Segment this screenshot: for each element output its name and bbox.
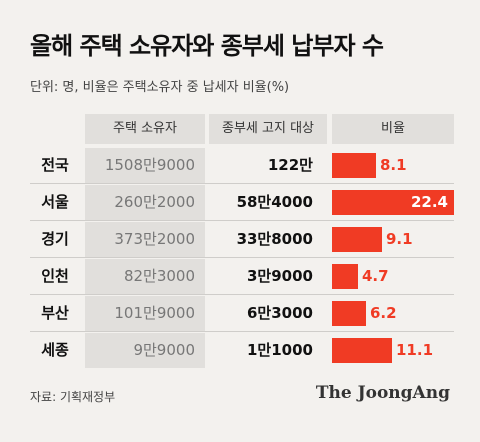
table-row: 인천 82만3000 3만9000 4.7	[30, 259, 454, 294]
ratio-cell: 22.4	[332, 185, 454, 220]
region-label: 서울	[41, 193, 69, 211]
ratio-value-label: 9.1	[386, 230, 413, 248]
taxpayers-cell: 58만4000	[236, 193, 313, 211]
owners-cell: 101만9000	[85, 296, 205, 331]
table-row: 경기 373만2000 33만8000 9.1	[30, 222, 454, 257]
ratio-value-label: 11.1	[396, 341, 434, 359]
ratio-value-label: 6.2	[370, 304, 397, 322]
owners-cell: 373만2000	[85, 222, 205, 257]
ratio-cell: 6.2	[332, 296, 454, 331]
ratio-bar	[332, 264, 358, 289]
ratio-bar	[332, 227, 382, 252]
ratio-bar	[332, 153, 376, 178]
row-separator	[30, 331, 454, 332]
taxpayers-cell: 122만	[267, 156, 313, 174]
taxpayers-cell: 6만3000	[247, 304, 313, 322]
region-label: 세종	[41, 341, 69, 359]
table-row: 부산 101만9000 6만3000 6.2	[30, 296, 454, 331]
row-separator	[30, 257, 454, 258]
ratio-value-label: 8.1	[380, 156, 407, 174]
ratio-bar	[332, 190, 454, 215]
table-row: 전국 1508만9000 122만 8.1	[30, 148, 454, 183]
header-taxpayers: 종부세 고지 대상	[209, 114, 327, 144]
region-label: 전국	[41, 156, 69, 174]
table-row: 서울 260만2000 58만4000 22.4	[30, 185, 454, 220]
region-label: 부산	[41, 304, 69, 322]
ratio-value-label: 4.7	[362, 267, 389, 285]
row-separator	[30, 294, 454, 295]
region-label: 인천	[41, 267, 69, 285]
owners-cell: 82만3000	[85, 259, 205, 294]
ratio-cell: 8.1	[332, 148, 454, 183]
ratio-value-label: 22.4	[410, 193, 448, 211]
taxpayers-cell: 3만9000	[247, 267, 313, 285]
header-ratio: 비율	[332, 114, 454, 144]
ratio-cell: 9.1	[332, 222, 454, 257]
header-owners: 주택 소유자	[85, 114, 205, 144]
data-table: 주택 소유자 종부세 고지 대상 비율 전국 1508만9000 122만 8.1 서울…	[30, 114, 454, 370]
row-separator	[30, 183, 454, 184]
chart-title: 올해 주택 소유자와 종부세 납부자 수	[30, 32, 384, 60]
ratio-cell: 4.7	[332, 259, 454, 294]
taxpayers-cell: 33만8000	[236, 230, 313, 248]
source-note: 자료: 기획재정부	[30, 390, 116, 404]
taxpayers-cell: 1만1000	[247, 341, 313, 359]
owners-cell: 1508만9000	[85, 148, 205, 183]
owners-cell: 9만9000	[85, 333, 205, 368]
ratio-cell: 11.1	[332, 333, 454, 368]
ratio-bar	[332, 301, 366, 326]
owners-cell: 260만2000	[85, 185, 205, 220]
chart-subtitle: 단위: 명, 비율은 주택소유자 중 납세자 비율(%)	[30, 80, 290, 95]
row-separator	[30, 220, 454, 221]
table-row: 세종 9만9000 1만1000 11.1	[30, 333, 454, 368]
region-label: 경기	[41, 230, 69, 248]
ratio-bar	[332, 338, 392, 363]
publisher-logo: The JoongAng	[315, 383, 450, 403]
